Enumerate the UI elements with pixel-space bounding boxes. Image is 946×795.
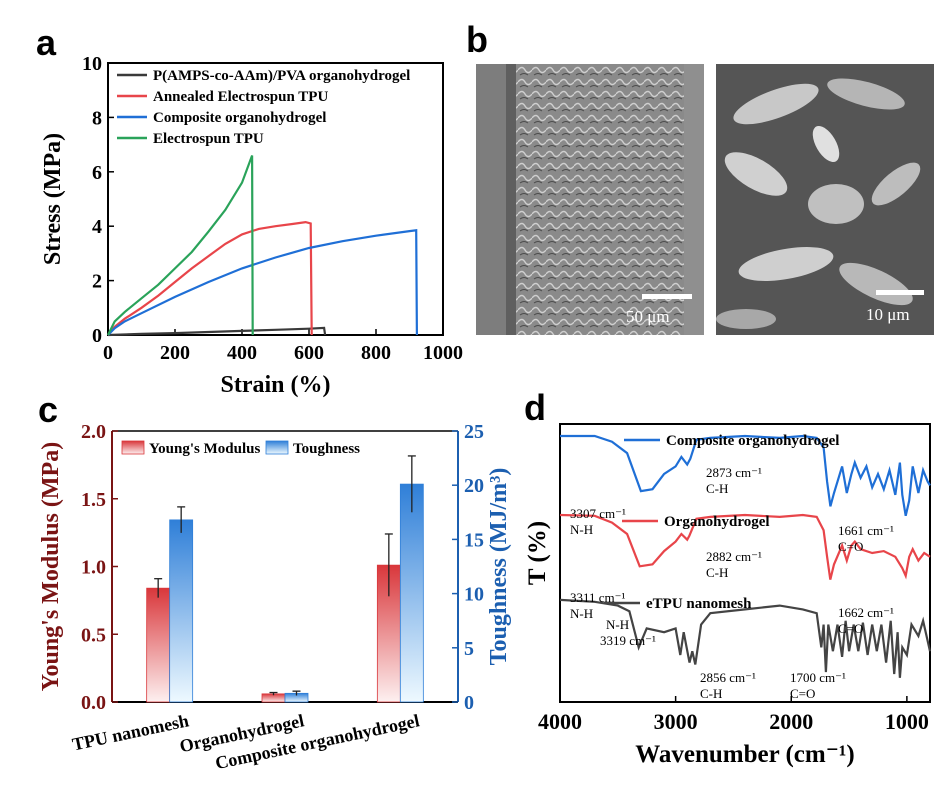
chart-c-y2tick-label: 0 (464, 692, 474, 714)
chart-a-legend-label: Annealed Electrospun TPU (153, 89, 328, 105)
chart-c-ytick-label: 0.5 (81, 624, 106, 646)
scale-bar-1 (642, 294, 692, 299)
chart-d-ftir: 4000 3000 2000 1000 Wavenumber (cm⁻¹) T (%) Co… (524, 423, 932, 768)
chart-c-y2tick-label: 10 (464, 584, 484, 606)
chart-a-ytick-label: 6 (92, 162, 102, 184)
chart-d-frame (559, 423, 931, 703)
chart-a-ytick-label: 4 (92, 216, 102, 238)
chart-d-ylabel: T (%) (524, 521, 551, 585)
chart-d-xlabel: Wavenumber (cm⁻¹) (635, 741, 855, 768)
chart-d-annotation-value: 3307 cm⁻¹ (570, 506, 626, 521)
scale-label-2: 10 μm (866, 305, 910, 324)
sem-texture-2 (716, 64, 934, 335)
chart-a-series-line (107, 326, 327, 337)
chart-a-legend-label: Composite organohydrogel (153, 110, 326, 126)
chart-d-annotation-value: 1662 cm⁻¹ (838, 605, 894, 620)
chart-d-xtick-label: 3000 (654, 709, 698, 734)
chart-d-annotation-value: 2873 cm⁻¹ (706, 465, 762, 480)
sem-image-magnified: 10 μm (716, 64, 934, 335)
chart-c-y2label: Toughness (MJ/m³) (486, 468, 512, 666)
chart-d-series-line (559, 598, 932, 678)
chart-a-xtick-label: 0 (103, 342, 113, 364)
chart-c-ytick-label: 1.5 (81, 489, 106, 511)
chart-a-ylabel: Stress (MPa) (40, 133, 66, 265)
chart-d-annotation-bond: N-H (570, 606, 593, 621)
chart-a-xtick-label: 200 (160, 342, 190, 364)
chart-d-xtick-label: 2000 (769, 709, 813, 734)
chart-a-legend-label: Electrospun TPU (153, 131, 264, 147)
chart-d-legend-label: eTPU nanomesh (646, 596, 752, 612)
sem-texture-1 (476, 64, 704, 335)
chart-a-ytick-label: 0 (92, 325, 102, 347)
chart-a-series-line (107, 220, 313, 336)
chart-d-annotation-bond: C=O (790, 686, 815, 701)
chart-d-annotation-bond: C-H (706, 481, 728, 496)
panel-label-b: b (466, 19, 488, 60)
chart-a-ytick-label: 8 (92, 107, 102, 129)
panel-label-a: a (36, 22, 57, 63)
chart-a-ytick-label: 10 (82, 53, 102, 75)
chart-c-ytick-label: 0.0 (81, 692, 106, 714)
chart-d-annotation-bond: C=O (838, 621, 863, 636)
chart-a-xtick-label: 1000 (423, 342, 463, 364)
chart-d-annotation-value: 2882 cm⁻¹ (706, 549, 762, 564)
chart-c-bar (169, 519, 194, 703)
chart-c-bar (399, 483, 424, 703)
chart-d-legend-label: Organohydrogel (664, 514, 770, 530)
chart-d-xtick-label: 4000 (538, 709, 582, 734)
chart-a-legend-label: P(AMPS-co-AAm)/PVA organohydrogel (153, 68, 410, 84)
chart-d-series-line (559, 513, 931, 580)
chart-d-annotation-value: 1661 cm⁻¹ (838, 523, 894, 538)
chart-d-annotation-value: 1700 cm⁻¹ (790, 670, 846, 685)
chart-d-xtick-label: 1000 (885, 709, 929, 734)
chart-a-xtick-label: 800 (361, 342, 391, 364)
chart-d-annotation-bond: C-H (706, 565, 728, 580)
chart-d-annotation-bond: C=O (838, 539, 863, 554)
chart-c-legend-swatch (121, 440, 145, 455)
chart-c-y2tick-label: 5 (464, 638, 474, 660)
chart-c-y2tick-label: 20 (464, 475, 484, 497)
chart-d-annotation-bond: N-H (570, 522, 593, 537)
chart-c-ytick-label: 2.0 (81, 421, 106, 443)
chart-c-ylabel: Young's Modulus (MPa) (38, 442, 64, 691)
chart-c-ytick-label: 1.0 (81, 557, 106, 579)
chart-c-legend-swatch (265, 440, 289, 455)
chart-c-category-label: TPU nanomesh (70, 710, 190, 754)
chart-c-y2tick-label: 25 (464, 421, 484, 443)
chart-a-ytick-label: 2 (92, 271, 102, 293)
chart-d-annotation-value: 2856 cm⁻¹ (700, 670, 756, 685)
chart-a-series-line (107, 229, 418, 336)
chart-a-stress-strain: 0 200 400 600 800 1000 0 2 4 6 8 10 Strain (%) Stress… (40, 53, 463, 398)
chart-a-xtick-label: 400 (227, 342, 257, 364)
chart-c-legend-label: Young's Modulus (149, 441, 260, 457)
panel-label-d: d (524, 387, 546, 428)
scale-label-1: 50 μm (626, 307, 670, 326)
chart-a-xtick-label: 600 (294, 342, 324, 364)
chart-c-y2tick-label: 15 (464, 529, 484, 551)
chart-d-annotation-value: 3319 cm⁻¹ (600, 633, 656, 648)
scale-bar-2 (876, 290, 924, 295)
chart-c-bar (146, 587, 171, 703)
panel-label-c: c (38, 389, 58, 430)
chart-c-legend-label: Toughness (293, 441, 360, 457)
chart-a-frame (107, 62, 444, 336)
chart-c-modulus-toughness: 0.0 0.5 1.0 1.5 2.0 0 5 10 15 20 25 Young's Modulus… (38, 421, 512, 773)
chart-d-annotation-bond: C-H (700, 686, 722, 701)
sem-image-cross-section: 50 μm (476, 64, 704, 335)
chart-a-series-line (107, 155, 254, 336)
chart-d-legend-label: Composite organohydrogel (666, 433, 839, 449)
chart-d-series-line (560, 434, 931, 517)
chart-a-xlabel: Strain (%) (221, 372, 331, 398)
chart-d-annotation-value: 3311 cm⁻¹ (570, 590, 626, 605)
chart-d-annotation-bond: N-H (606, 617, 629, 632)
